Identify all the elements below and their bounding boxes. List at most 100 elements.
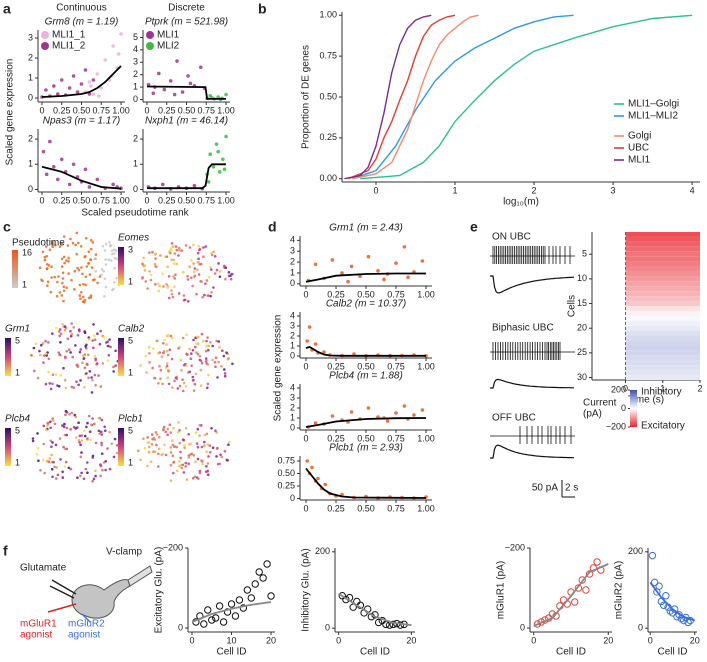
cell-dot bbox=[88, 430, 92, 434]
cell-dot bbox=[98, 432, 101, 435]
data-point bbox=[55, 177, 60, 182]
cell-dot bbox=[167, 369, 170, 372]
panel-label: c bbox=[3, 219, 11, 235]
y-tick-label: 2 bbox=[28, 133, 33, 143]
cell-dot bbox=[155, 433, 159, 436]
cell-dot bbox=[148, 352, 151, 355]
cell-dot bbox=[151, 250, 154, 254]
cell-dot bbox=[182, 471, 186, 474]
cell-dot bbox=[219, 453, 222, 457]
cell-dot bbox=[160, 355, 164, 358]
heatmap-row bbox=[625, 306, 700, 311]
cell-dot bbox=[200, 280, 203, 283]
cell-dot bbox=[112, 455, 116, 459]
diagram-label: mGluR1 bbox=[20, 619, 57, 630]
y-axis-label: Scaled gene expression bbox=[273, 315, 284, 422]
cell-dot bbox=[75, 252, 78, 256]
cell-dot bbox=[181, 378, 184, 381]
x-tick-label: 0.25 bbox=[327, 433, 345, 443]
colorbar-tick-label: 0 bbox=[621, 403, 626, 413]
data-point bbox=[55, 92, 60, 96]
cell-dot bbox=[77, 268, 81, 272]
voltage-trace bbox=[490, 342, 575, 360]
cell-dot bbox=[51, 245, 54, 248]
cell-dot bbox=[40, 343, 43, 347]
cell-dot bbox=[220, 455, 223, 459]
heatmap-row bbox=[625, 271, 700, 277]
cell-dot bbox=[51, 417, 54, 420]
cell-dot bbox=[205, 279, 209, 282]
cell-dot bbox=[106, 340, 109, 344]
cell-dot bbox=[49, 439, 53, 443]
cell-dot bbox=[49, 387, 53, 391]
cell-dot bbox=[93, 257, 96, 261]
cell-dot bbox=[206, 363, 210, 366]
y-tick-label: 1 bbox=[28, 72, 33, 82]
cell-dot bbox=[184, 461, 188, 465]
cell-dot bbox=[170, 292, 174, 296]
y-tick-label: 2 bbox=[290, 256, 295, 266]
cell-dot bbox=[76, 426, 79, 429]
cell-dot bbox=[203, 440, 206, 444]
cell-dot bbox=[60, 265, 64, 268]
cell-dot bbox=[174, 273, 177, 277]
cell-dot bbox=[83, 429, 86, 433]
data-point bbox=[186, 74, 190, 78]
cell-dot bbox=[82, 357, 86, 361]
cell-dot bbox=[81, 361, 84, 365]
cell-dot bbox=[212, 286, 215, 289]
y-tick-label: 2 bbox=[133, 133, 138, 143]
cell-dot bbox=[166, 353, 170, 357]
y-tick-label: 0 bbox=[520, 622, 525, 632]
cell-dot bbox=[215, 431, 218, 434]
data-point bbox=[374, 618, 383, 627]
cell-dot bbox=[158, 436, 161, 439]
cell-dot bbox=[64, 460, 68, 464]
cell-dot bbox=[70, 411, 74, 415]
colorbar bbox=[5, 338, 11, 376]
cell-dot bbox=[178, 441, 181, 445]
cell-dot bbox=[91, 417, 94, 420]
cell-dot bbox=[146, 464, 149, 468]
cell-dot bbox=[89, 258, 92, 261]
cell-dot bbox=[227, 356, 230, 360]
data-point bbox=[366, 406, 371, 410]
cell-dot bbox=[50, 265, 53, 269]
cell-dot bbox=[68, 413, 71, 416]
cell-dot bbox=[205, 450, 208, 454]
cell-dot bbox=[163, 443, 166, 447]
data-point bbox=[313, 342, 318, 346]
cell-dot bbox=[48, 248, 52, 252]
cell-dot bbox=[44, 428, 48, 432]
x-tick-label: 1.00 bbox=[217, 105, 235, 115]
cell-dot bbox=[74, 415, 77, 419]
cell-dot bbox=[175, 445, 178, 449]
cell-dot bbox=[217, 340, 220, 343]
data-point bbox=[223, 608, 232, 616]
cell-dot bbox=[85, 372, 88, 375]
cell-dot bbox=[93, 422, 96, 426]
x-tick-label: 0.25 bbox=[158, 105, 176, 115]
cell-dot bbox=[157, 352, 160, 355]
colorbar-name: Inhibitory bbox=[641, 387, 682, 398]
cell-dot bbox=[62, 235, 66, 238]
cell-dot bbox=[87, 376, 90, 380]
y-axis-label: mGluR1 (pA) bbox=[496, 561, 507, 619]
cell-dot bbox=[63, 465, 67, 468]
cell-dot bbox=[70, 278, 73, 282]
pipette bbox=[51, 579, 77, 595]
cell-dot bbox=[171, 295, 175, 299]
cell-dot bbox=[215, 339, 218, 343]
data-point bbox=[582, 586, 590, 594]
y-tick-label: 3 bbox=[133, 57, 138, 67]
cell-dot bbox=[84, 283, 87, 287]
cell-dot bbox=[170, 357, 174, 361]
cell-dot bbox=[108, 467, 112, 471]
cell-dot bbox=[143, 447, 147, 450]
cell-dot bbox=[71, 355, 74, 359]
cell-dot bbox=[104, 242, 108, 246]
cell-dot bbox=[164, 430, 167, 434]
x-tick-label: 1.00 bbox=[417, 361, 435, 371]
cell-dot bbox=[94, 253, 98, 256]
